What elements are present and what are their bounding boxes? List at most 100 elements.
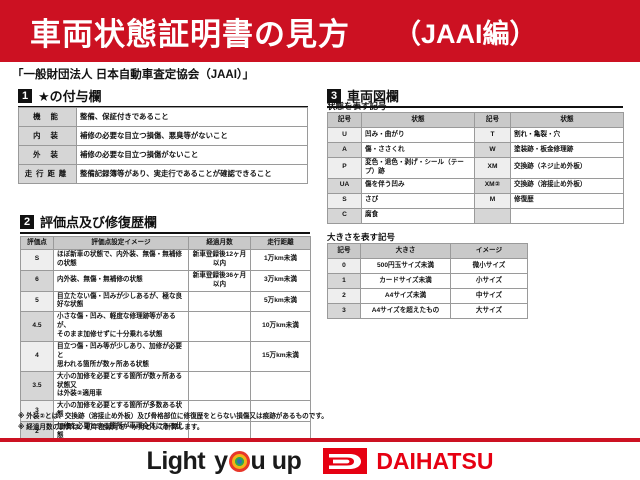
- daihatsu-mark-icon: [323, 448, 368, 474]
- score-value: 3: [20, 400, 54, 423]
- table-row: 内 装 補修の必要な目立つ損傷、悪臭等がないこと: [18, 126, 308, 146]
- score-image-text: 大小の加修を必要とする箇所が数ヶ所ある状態又 は外装②適用車: [53, 370, 189, 402]
- table-row: S さび M 修復歴: [327, 192, 624, 209]
- table-row: 走行距離 整備記録簿等があり、実走行であることが確認できること: [18, 164, 308, 184]
- score-distance: 3万km未満: [250, 269, 311, 292]
- score-value: 5: [20, 290, 54, 313]
- score-image-text: 目立たない傷・凹みが少しあるが、極な良好な状態: [53, 290, 189, 313]
- page-title: 車両状態証明書の見方: [30, 16, 350, 52]
- condition-symbol: U: [327, 127, 362, 143]
- score-image-text: ほぼ新車の状態で、内外装、無傷・無補修の状態: [53, 249, 189, 271]
- size-description: カードサイズ未満: [360, 273, 451, 289]
- table-header-row: 記号 状態 記号 状態: [327, 112, 624, 128]
- condition-state: さび: [361, 192, 475, 209]
- score-months: [188, 290, 251, 313]
- header-banner: 車両状態証明書の見方 （JAAI編）: [0, 0, 640, 62]
- star-row-key: 機 能: [18, 107, 77, 127]
- table-header-row: 記号 大きさ イメージ: [327, 243, 528, 259]
- score-history-table: 評価点 評価点設定イメージ 経過月数 走行距離 S ほぼ新車の状態で、内外装、無傷…: [20, 236, 311, 469]
- condition-symbol-2: XM: [474, 157, 511, 179]
- table-row: P 変色・退色・剥げ・シール（テープ）跡 XM 交換跡（ネジ止め外板）: [327, 157, 624, 179]
- condition-state-2: 修復歴: [510, 192, 624, 209]
- score-value: 2: [20, 421, 54, 443]
- star-row-value: 補修の必要な目立つ損傷、悪臭等がないこと: [76, 126, 308, 146]
- table-row: S ほぼ新車の状態で、内外装、無傷・無補修の状態 新車登録後12ヶ月以内 1万km未満: [20, 249, 311, 271]
- table-row: 2 加修を必要とする箇所が車両全体にある状態: [20, 421, 311, 443]
- condition-symbol-table: 記号 状態 記号 状態 U 凹み・曲がり T 割れ・亀裂・穴 A 傷・ささくれ W 塗装跡・板…: [327, 112, 624, 224]
- section-label-2: 評価点及び修復歴欄: [40, 215, 158, 230]
- section-heading-diagram: 3 車両図欄: [327, 86, 623, 108]
- size-image-label: 微小サイズ: [450, 258, 528, 274]
- footnote-line: ※ 経過月数の計算は、初年度録月を一ヶ月として計算します。: [18, 423, 204, 431]
- condition-state-2: 割れ・亀裂・穴: [510, 127, 624, 143]
- score-months: 新車登録後36ヶ月以内: [188, 269, 251, 292]
- condition-state: 変色・退色・剥げ・シール（テープ）跡: [361, 157, 475, 179]
- size-description: A4サイズを超えたもの: [360, 303, 451, 319]
- daihatsu-d-glyph: [329, 453, 362, 469]
- size-image-col-header: イメージ: [450, 243, 528, 259]
- section-label-1: ★の付与欄: [38, 89, 102, 104]
- star-row-value: 整備、保証付きであること: [76, 107, 308, 127]
- page-title-suffix: （JAAI編）: [394, 18, 537, 49]
- table-row: UA 傷を伴う凹み XM② 交換跡（溶接止め外板）: [327, 177, 624, 194]
- size-symbol-table: 記号 大きさ イメージ 0 500円玉サイズ未満 微小サイズ 1 カードサイズ未満 小サイ…: [327, 243, 528, 319]
- score-distance: 5万km未満: [250, 290, 311, 313]
- symbol-col-header: 記号: [327, 112, 362, 128]
- symbol-col-header-2: 記号: [474, 112, 511, 128]
- table-row: 6 内外装、無傷・無補修の状態 新車登録後36ヶ月以内 3万km未満: [20, 269, 311, 292]
- section-heading-score: 2 評価点及び修復歴欄: [20, 212, 310, 234]
- score-value: 4.5: [20, 311, 54, 343]
- star-row-key: 外 装: [18, 145, 77, 165]
- score-col-header: 評価点: [20, 236, 54, 250]
- score-months: [188, 311, 251, 343]
- table-row: 3.5 大小の加修を必要とする箇所が数ヶ所ある状態又 は外装②適用車: [20, 370, 311, 402]
- condition-state-2: 交換跡（ネジ止め外板）: [510, 157, 624, 179]
- table-row: 機 能 整備、保証付きであること: [18, 107, 308, 127]
- table-row: 1 カードサイズ未満 小サイズ: [327, 273, 528, 289]
- size-description: A4サイズ未満: [360, 288, 451, 304]
- star-row-value: 整備記録簿等があり、実走行であることが確認できること: [76, 164, 308, 184]
- subheading-size-symbols: 大きさを表す記号: [327, 232, 396, 242]
- distance-col-header: 走行距離: [250, 236, 311, 250]
- section-number-1: 1: [18, 88, 32, 103]
- condition-symbol-2: M: [474, 192, 511, 209]
- condition-state: 傷を伴う凹み: [361, 177, 475, 194]
- table-header-row: 評価点 評価点設定イメージ 経過月数 走行距離: [20, 236, 311, 250]
- score-distance: 10万km未満: [250, 311, 311, 343]
- brand-slogan: Light y u up: [147, 447, 302, 476]
- score-months: [188, 370, 251, 402]
- table-row: 0 500円玉サイズ未満 微小サイズ: [327, 258, 528, 274]
- score-value: 4: [20, 341, 54, 372]
- table-row: 2 A4サイズ未満 中サイズ: [327, 288, 528, 304]
- size-symbol: 0: [327, 258, 361, 274]
- size-description: 500円玉サイズ未満: [360, 258, 451, 274]
- score-months: 新車登録後12ヶ月以内: [188, 249, 251, 271]
- slogan-part-u-up: u up: [250, 446, 302, 475]
- condition-state-2: [510, 207, 624, 224]
- table-row: C 腐食: [327, 207, 624, 224]
- association-name: 「一般財団法人 日本自動車査定協会（JAAI）」: [12, 69, 255, 81]
- months-col-header: 経過月数: [188, 236, 251, 250]
- size-symbol: 2: [327, 288, 361, 304]
- table-row: 4 目立つ傷・凹み等が少しあり、加修が必要と 思われる箇所が数ヶ所ある状態 15万km…: [20, 341, 311, 372]
- size-symbol-col-header: 記号: [327, 243, 361, 259]
- section-number-3: 3: [327, 88, 341, 103]
- condition-symbol-2: T: [474, 127, 511, 143]
- size-image-label: 大サイズ: [450, 303, 528, 319]
- condition-symbol-2: [474, 207, 511, 224]
- condition-symbol: A: [327, 142, 362, 158]
- star-row-key: 内 装: [18, 126, 77, 146]
- condition-state: 凹み・曲がり: [361, 127, 475, 143]
- size-image-label: 小サイズ: [450, 273, 528, 289]
- section-heading-star: 1 ★の付与欄: [18, 86, 308, 108]
- condition-state: 腐食: [361, 207, 475, 224]
- size-symbol: 3: [327, 303, 361, 319]
- table-row: 外 装 補修の必要な目立つ損傷がないこと: [18, 145, 308, 165]
- table-row: 5 目立たない傷・凹みが少しあるが、極な良好な状態 5万km未満: [20, 290, 311, 313]
- table-row: A 傷・ささくれ W 塗装跡・板金修理跡: [327, 142, 624, 158]
- size-col-header: 大きさ: [360, 243, 451, 259]
- table-row: 4.5 小さな傷・凹み、軽度な修理跡等があるが、 そのまま加修せずに十分乗れる状態 1…: [20, 311, 311, 343]
- condition-state-2: 塗装跡・板金修理跡: [510, 142, 624, 158]
- condition-symbol: UA: [327, 177, 362, 194]
- score-distance: 15万km未満: [250, 341, 311, 372]
